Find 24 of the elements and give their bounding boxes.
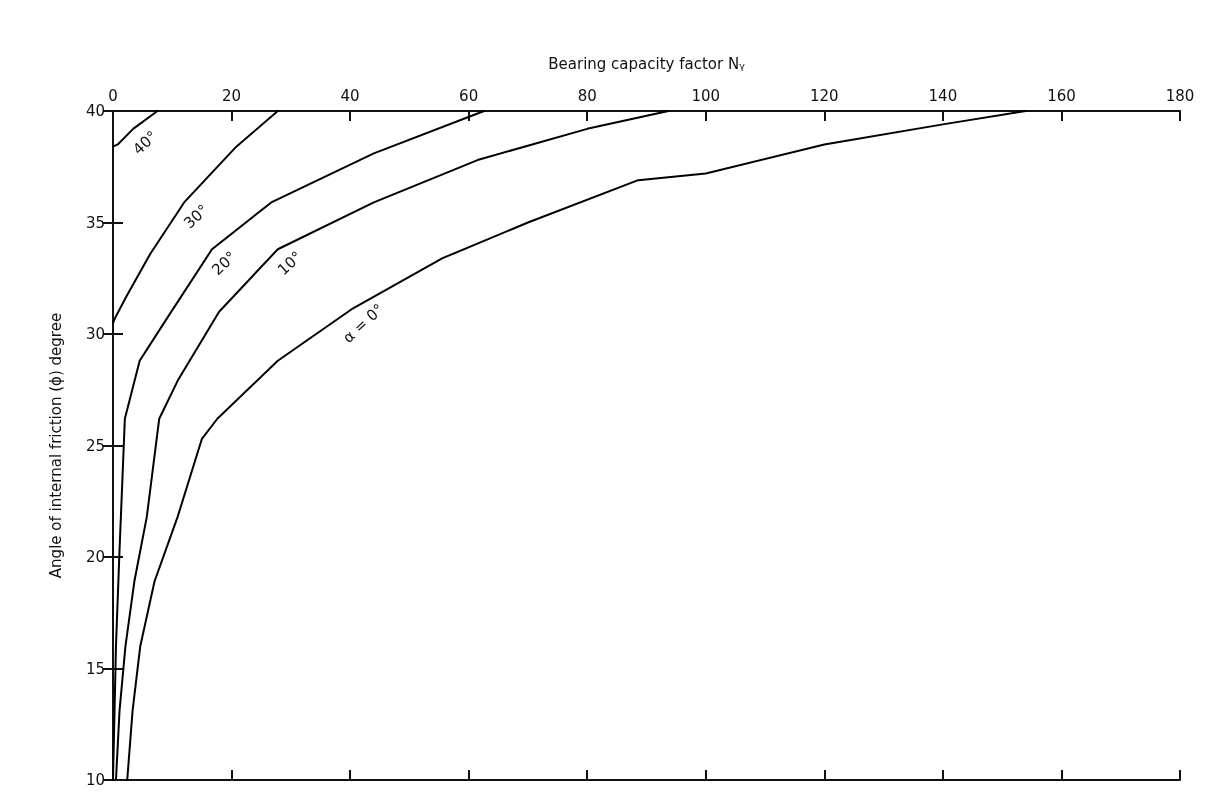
annotation: 20° [208,247,240,279]
x-axis-title: Bearing capacity factor Nᵧ [548,54,746,73]
y-tick-label: 25 [85,436,105,455]
x-tick-label: 0 [108,86,118,105]
x-tick-label: 140 [928,86,958,105]
annotation: 40° [129,127,162,159]
y-tick-label: 10 [85,771,105,789]
annotation: 30° [180,200,212,233]
x-tick-label: 60 [459,86,479,105]
y-tick-label: 15 [85,659,105,678]
y-tick-label: 30 [85,325,105,343]
y-tick-label: 20 [85,548,105,566]
y-tick-label: 40 [85,102,105,120]
x-tick-label: 160 [1047,86,1076,105]
x-tick-label: 180 [1165,86,1195,105]
y-axis-title: Angle of internal friction (ϕ) degree [46,312,65,579]
annotation: α = 0° [339,300,388,347]
x-tick-label: 100 [691,86,721,105]
y-tick-label: 35 [85,213,105,232]
x-tick-label: 20 [222,86,242,105]
x-tick-label: 80 [577,86,597,105]
x-tick-label: 40 [340,86,360,105]
annotation: 10° [273,247,306,279]
x-tick-label: 120 [810,86,839,105]
